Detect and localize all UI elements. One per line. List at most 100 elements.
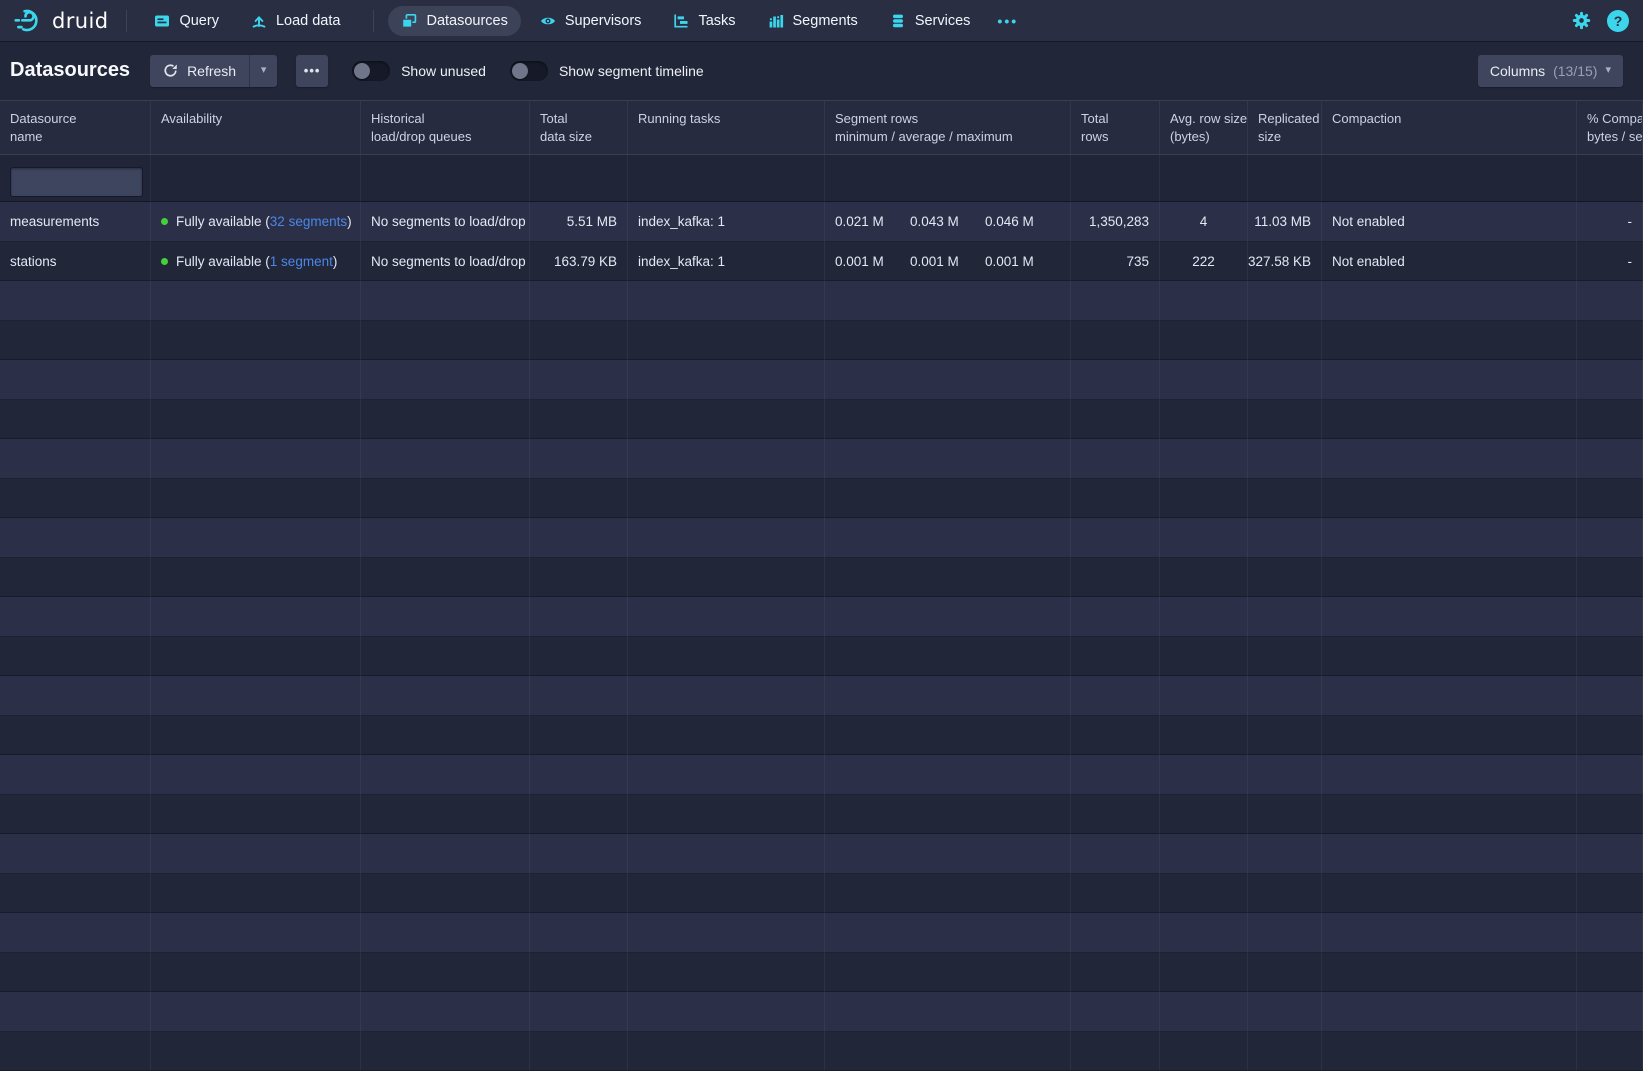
empty-cell [1071, 637, 1160, 677]
availability-text: Fully available ( [176, 254, 270, 269]
empty-cell [361, 518, 530, 558]
total-data-size-cell: 163.79 KB [530, 242, 628, 282]
empty-cell [1071, 755, 1160, 795]
chevron-down-icon: ▾ [261, 65, 267, 76]
empty-cell [530, 518, 628, 558]
nav-more-button[interactable]: ••• [989, 13, 1026, 29]
empty-cell [628, 716, 825, 756]
empty-cell [1322, 400, 1577, 440]
segments-link[interactable]: 32 segments [270, 214, 347, 229]
nav-item-label: Datasources [426, 13, 507, 29]
more-actions-button[interactable]: ••• [296, 55, 328, 87]
show-unused-toggle[interactable] [352, 61, 390, 81]
empty-cell [1071, 913, 1160, 953]
columns-dropdown-button[interactable]: Columns (13/15) ▾ [1478, 55, 1623, 87]
empty-cell [0, 637, 151, 677]
empty-cell [1322, 558, 1577, 598]
empty-cell [1577, 558, 1643, 598]
empty-cell [1160, 992, 1248, 1032]
load-drop-queues-cell: No segments to load/drop [361, 202, 530, 242]
empty-cell [0, 834, 151, 874]
refresh-dropdown-button[interactable]: ▾ [250, 55, 277, 87]
empty-cell [361, 874, 530, 914]
empty-cell [1322, 439, 1577, 479]
empty-cell [530, 597, 628, 637]
settings-gear-icon[interactable] [1572, 11, 1591, 30]
filter-cell-empty [628, 155, 825, 201]
empty-cell [1577, 360, 1643, 400]
empty-cell [0, 518, 151, 558]
services-icon [890, 13, 906, 29]
empty-cell [1322, 913, 1577, 953]
running-tasks-cell: index_kafka: 1 [628, 202, 825, 242]
table-row-empty [0, 953, 1643, 993]
empty-cell [0, 558, 151, 598]
nav-item-services[interactable]: Services [877, 6, 984, 36]
datasource-filter-input[interactable] [10, 167, 143, 197]
empty-cell [825, 913, 1071, 953]
empty-cell [361, 321, 530, 361]
empty-cell [1248, 953, 1322, 993]
filter-cell-empty [1322, 155, 1577, 201]
empty-cell [361, 676, 530, 716]
empty-cell [825, 874, 1071, 914]
empty-cell [361, 992, 530, 1032]
empty-cell [151, 755, 361, 795]
col-header-running-tasks[interactable]: Running tasks [628, 101, 825, 154]
show-segment-timeline-toggle[interactable] [510, 61, 548, 81]
empty-cell [0, 400, 151, 440]
empty-cell [628, 992, 825, 1032]
empty-cell [0, 992, 151, 1032]
empty-cell [1577, 637, 1643, 677]
empty-cell [1160, 479, 1248, 519]
nav-item-datasources[interactable]: Datasources [388, 6, 520, 36]
segments-link[interactable]: 1 segment [270, 254, 333, 269]
empty-cell [151, 597, 361, 637]
total-rows-cell: 1,350,283 [1071, 202, 1160, 242]
empty-cell [1071, 281, 1160, 321]
empty-cell [361, 755, 530, 795]
empty-cell [628, 676, 825, 716]
availability-suffix: ) [347, 214, 352, 229]
table-row: stations Fully available (1 segment) No … [0, 242, 1643, 282]
empty-cell [361, 716, 530, 756]
col-header-avg-row-size[interactable]: Avg. row size(bytes) [1160, 101, 1248, 154]
col-header-availability[interactable]: Availability [151, 101, 361, 154]
refresh-button[interactable]: Refresh [150, 55, 250, 87]
empty-cell [530, 479, 628, 519]
empty-cell [1322, 755, 1577, 795]
empty-cell [1160, 716, 1248, 756]
empty-cell [1577, 676, 1643, 716]
table-row-empty [0, 439, 1643, 479]
nav-item-supervisors[interactable]: Supervisors [527, 6, 655, 36]
empty-cell [1071, 874, 1160, 914]
nav-item-load-data[interactable]: Load data [238, 6, 354, 36]
empty-cell [1160, 1032, 1248, 1071]
empty-cell [530, 913, 628, 953]
druid-logo[interactable]: druid [14, 7, 108, 34]
help-icon[interactable]: ? [1607, 10, 1629, 32]
segment-rows-min: 0.001 M [835, 254, 910, 269]
empty-cell [0, 953, 151, 993]
nav-item-tasks[interactable]: Tasks [660, 6, 748, 36]
empty-cell [1322, 360, 1577, 400]
empty-cell [1577, 479, 1643, 519]
empty-cell [825, 597, 1071, 637]
empty-cell [1160, 676, 1248, 716]
col-header-compaction[interactable]: Compaction [1322, 101, 1577, 154]
empty-cell [1248, 400, 1322, 440]
show-segment-timeline-toggle-group: Show segment timeline [510, 61, 704, 81]
empty-cell [0, 874, 151, 914]
segment-rows-min: 0.021 M [835, 214, 910, 229]
empty-cell [151, 281, 361, 321]
nav-item-segments[interactable]: Segments [755, 6, 871, 36]
nav-item-query[interactable]: Query [141, 6, 232, 36]
view-header: Datasources Refresh ▾ ••• Show unused Sh… [0, 41, 1643, 100]
